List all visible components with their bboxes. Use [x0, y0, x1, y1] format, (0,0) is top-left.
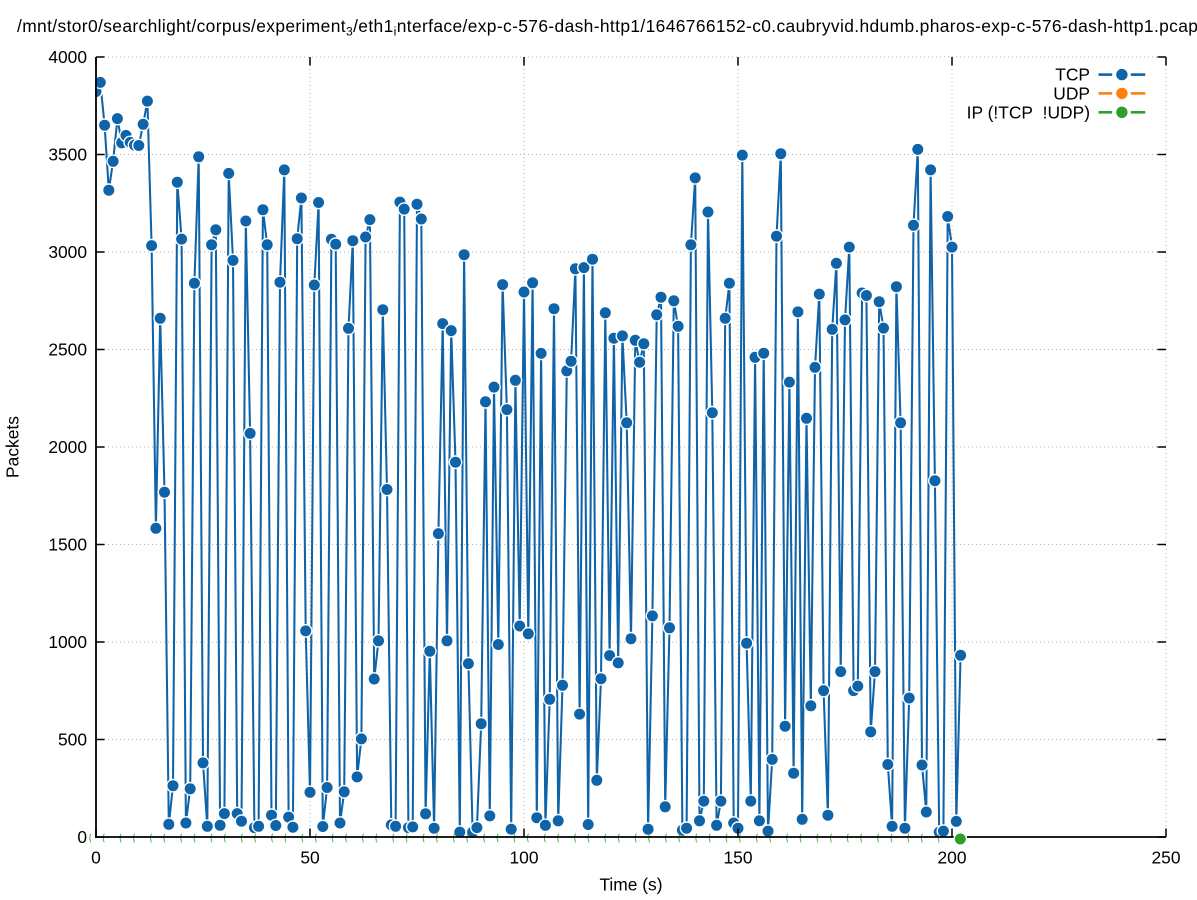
- svg-text:/mnt/stor0/searchlight/corpus/: /mnt/stor0/searchlight/corpus/experiment…: [17, 16, 1197, 39]
- svg-text:1000: 1000: [48, 632, 87, 652]
- svg-text:3000: 3000: [48, 242, 87, 262]
- svg-text:100: 100: [509, 848, 538, 868]
- svg-text:2000: 2000: [48, 437, 87, 457]
- svg-text:3500: 3500: [48, 145, 87, 165]
- svg-text:0: 0: [91, 848, 101, 868]
- svg-text:Time (s): Time (s): [599, 875, 662, 895]
- svg-text:50: 50: [300, 848, 319, 868]
- svg-text:150: 150: [723, 848, 752, 868]
- svg-text:4000: 4000: [48, 47, 87, 67]
- svg-text:1500: 1500: [48, 535, 87, 555]
- svg-text:0: 0: [77, 827, 87, 847]
- svg-text:250: 250: [1151, 848, 1180, 868]
- svg-text:IP (!TCP !UDP): IP (!TCP !UDP): [967, 102, 1090, 122]
- svg-text:200: 200: [937, 848, 966, 868]
- svg-text:2500: 2500: [48, 340, 87, 360]
- svg-text:Packets: Packets: [3, 416, 23, 478]
- svg-text:TCP: TCP: [1055, 65, 1090, 85]
- svg-text:500: 500: [58, 730, 87, 750]
- svg-text:UDP: UDP: [1053, 83, 1090, 103]
